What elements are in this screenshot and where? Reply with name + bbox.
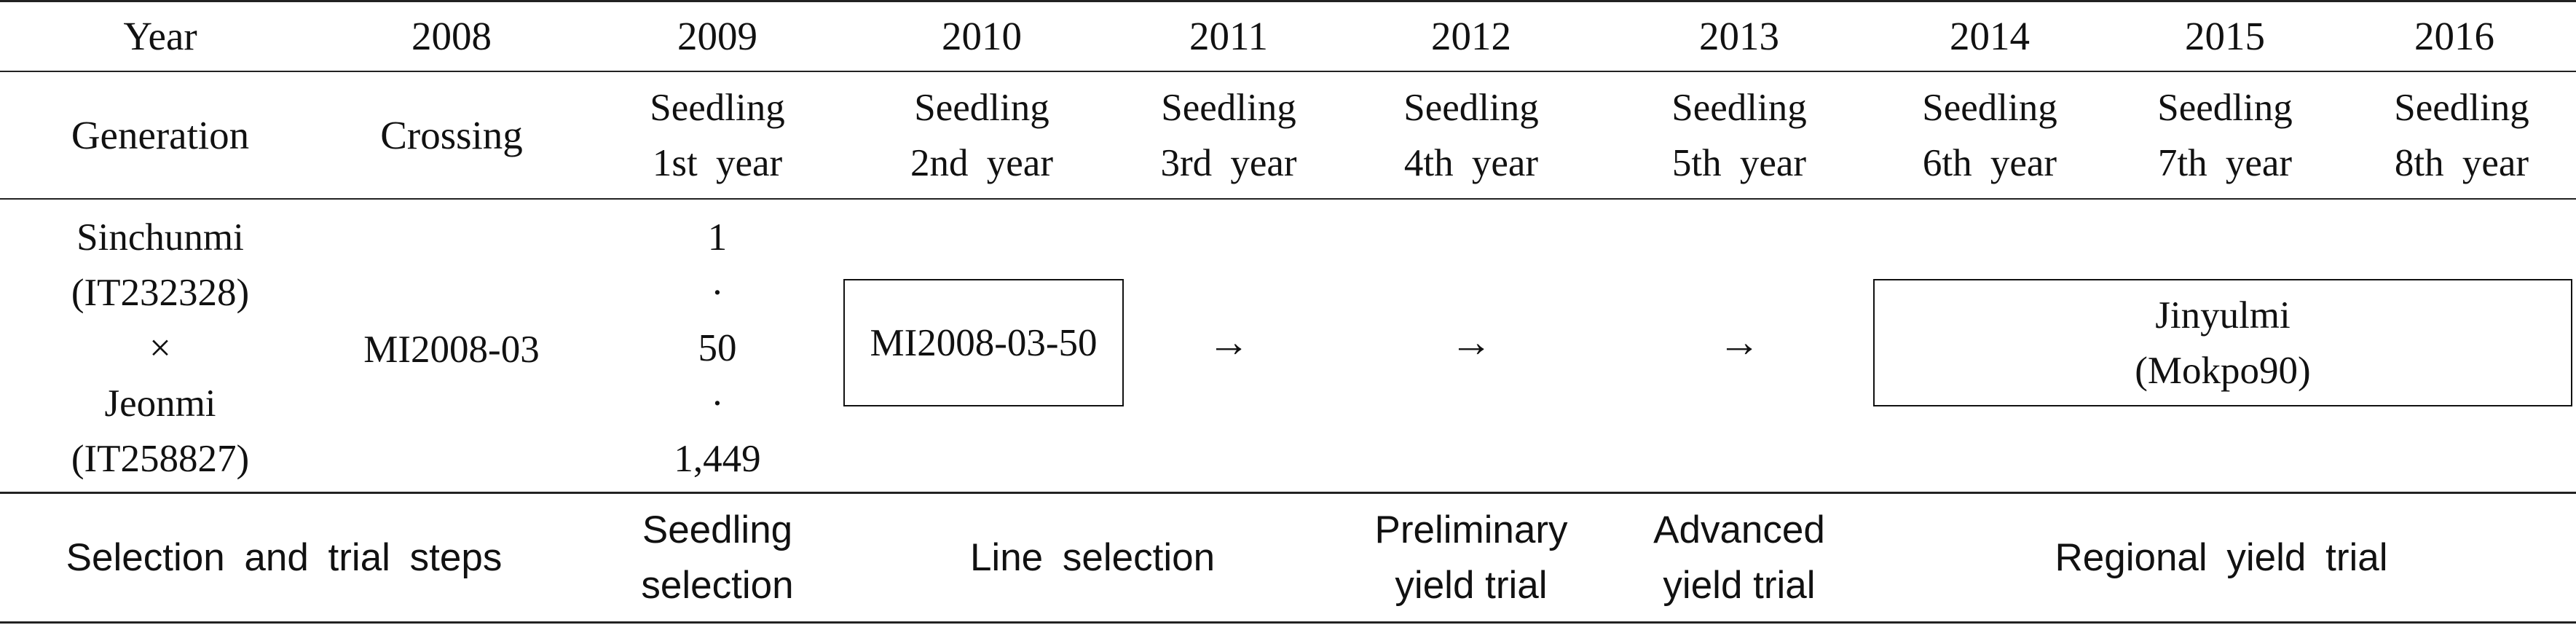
seedling-word: Seedling bbox=[1922, 86, 2057, 129]
preliminary-line2: yield trial bbox=[1395, 563, 1548, 607]
year-2012: 2012 bbox=[1431, 14, 1511, 58]
range-end: 1,449 bbox=[674, 438, 761, 480]
arrow-2011: → bbox=[1208, 318, 1250, 366]
parent1-id: (IT232328) bbox=[71, 272, 250, 314]
seedling-word: Seedling bbox=[650, 86, 785, 129]
seedling-year: 2nd year bbox=[910, 141, 1053, 184]
final-code: (Mokpo90) bbox=[2135, 349, 2311, 392]
seedling-word: Seedling bbox=[2157, 86, 2293, 129]
regional-trial: Regional yield trial bbox=[2055, 535, 2388, 579]
cross-name: MI2008-03 bbox=[363, 329, 540, 371]
seedling-year: 8th year bbox=[2394, 141, 2529, 184]
crossing-label: Crossing bbox=[380, 112, 523, 157]
seedling-word: Seedling bbox=[2394, 86, 2529, 129]
seedling-year: 3rd year bbox=[1160, 141, 1297, 184]
year-2008: 2008 bbox=[411, 14, 492, 58]
year-label: Year bbox=[123, 14, 197, 58]
seedling-word: Seedling bbox=[1671, 86, 1807, 129]
seedling-year: 1st year bbox=[652, 141, 783, 184]
seedling-4th-year: Seedling 4th year bbox=[1369, 72, 1573, 198]
seedling-range: 1 · 50 · 1,449 bbox=[645, 210, 790, 487]
generation-label: Generation bbox=[71, 112, 250, 157]
final-variety-box bbox=[1873, 279, 2572, 406]
seedling-2nd-year: Seedling 2nd year bbox=[880, 72, 1084, 198]
selected-line: MI2008-03-50 bbox=[870, 321, 1098, 364]
selected-line-box bbox=[843, 279, 1124, 406]
seedling-5th-year: Seedling 5th year bbox=[1637, 72, 1841, 198]
cross-symbol: × bbox=[149, 327, 171, 369]
seedling-6th-year: Seedling 6th year bbox=[1888, 72, 2092, 198]
parent-cross: Sinchunmi (IT232328) × Jeonmi (IT258827) bbox=[15, 210, 306, 487]
parent2-name: Jeonmi bbox=[104, 382, 216, 425]
final-name: Jinyulmi bbox=[2155, 294, 2291, 337]
seedling-word: Seedling bbox=[914, 86, 1049, 129]
year-2011: 2011 bbox=[1189, 14, 1268, 58]
arrow-2013: → bbox=[1718, 318, 1760, 366]
advanced-line2: yield trial bbox=[1663, 563, 1816, 607]
range-start: 1 bbox=[707, 216, 728, 259]
parent2-id: (IT258827) bbox=[71, 438, 250, 480]
seedling-1st-year: Seedling 1st year bbox=[615, 72, 819, 198]
line-selection: Line selection bbox=[969, 535, 1216, 579]
year-2010: 2010 bbox=[942, 14, 1022, 58]
year-2016: 2016 bbox=[2414, 14, 2494, 58]
top-rule bbox=[0, 0, 2576, 2]
year-2015: 2015 bbox=[2185, 14, 2265, 58]
seedling-8th-year: Seedling 8th year bbox=[2360, 72, 2564, 198]
seedling-year: 7th year bbox=[2157, 141, 2293, 184]
parent1-name: Sinchunmi bbox=[76, 216, 244, 259]
range-dot: · bbox=[711, 382, 724, 425]
preliminary-line1: Preliminary bbox=[1374, 508, 1568, 551]
steps-label: Selection and trial steps bbox=[66, 535, 503, 579]
year-2014: 2014 bbox=[1950, 14, 2030, 58]
generation-rule bbox=[0, 198, 2576, 200]
seedling-year: 6th year bbox=[1922, 141, 2057, 184]
seedling-7th-year: Seedling 7th year bbox=[2123, 72, 2327, 198]
seedling-3rd-year: Seedling 3rd year bbox=[1127, 72, 1331, 198]
preliminary-trial: Preliminary yield trial bbox=[1355, 494, 1588, 621]
seedling-selection: Seedling selection bbox=[615, 494, 819, 621]
advanced-line1: Advanced bbox=[1653, 508, 1825, 551]
seedling-word: Seedling bbox=[1161, 86, 1296, 129]
seedling-selection-line1: Seedling bbox=[642, 508, 793, 551]
seedling-selection-line2: selection bbox=[641, 563, 794, 607]
arrow-2012: → bbox=[1450, 318, 1492, 366]
range-dot: · bbox=[711, 272, 724, 314]
seedling-year: 5th year bbox=[1671, 141, 1807, 184]
advanced-trial: Advanced yield trial bbox=[1623, 494, 1856, 621]
seedling-word: Seedling bbox=[1403, 86, 1539, 129]
final-variety: Jinyulmi (Mokpo90) bbox=[1873, 279, 2572, 406]
seedling-year: 4th year bbox=[1403, 141, 1539, 184]
bottom-rule bbox=[0, 621, 2576, 624]
range-selected: 50 bbox=[698, 327, 737, 369]
pedigree-rule bbox=[0, 492, 2576, 494]
year-2013: 2013 bbox=[1699, 14, 1779, 58]
year-2009: 2009 bbox=[677, 14, 757, 58]
header-rule bbox=[0, 71, 2576, 72]
